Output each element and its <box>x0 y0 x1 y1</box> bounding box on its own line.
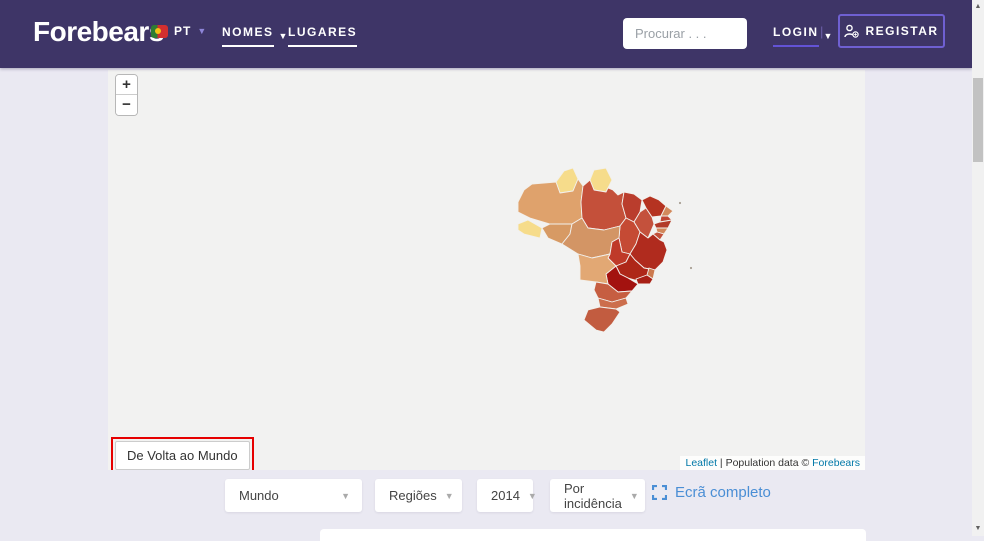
fullscreen-icon <box>652 485 667 500</box>
island-dot-1 <box>689 266 693 270</box>
map-attribution: Leaflet | Population data © Forebears <box>680 456 865 470</box>
dropdown-measure-value: Por incidência <box>564 480 622 511</box>
zoom-out-button[interactable]: − <box>116 95 137 115</box>
dropdown-year-value: 2014 <box>491 488 520 503</box>
chevron-down-icon: ▼ <box>278 30 289 41</box>
login-label: LOGIN <box>773 25 819 47</box>
nav-nomes-label: NOMES <box>222 25 274 47</box>
register-label: REGISTAR <box>865 24 939 38</box>
fullscreen-label: Ecrã completo <box>675 484 771 501</box>
nav-nomes[interactable]: NOMES ▼ <box>222 25 289 47</box>
brazil-choropleth-map[interactable] <box>516 162 706 337</box>
nav-lugares-label: LUGARES <box>288 25 358 47</box>
logo[interactable]: Forebears <box>33 16 164 47</box>
back-to-world-button[interactable]: De Volta ao Mundo <box>115 441 250 470</box>
chevron-down-icon: ▼ <box>341 490 350 501</box>
scrollbar-thumb[interactable] <box>973 78 983 162</box>
fullscreen-link[interactable]: Ecrã completo <box>652 484 771 501</box>
annotation-highlight-box: De Volta ao Mundo <box>111 437 254 470</box>
state-mato-grosso-do-sul[interactable] <box>577 253 617 285</box>
header: Forebears PT ▼ NOMES ▼ LUGARES LOGIN ▼ |… <box>0 0 972 68</box>
language-code: PT <box>174 24 192 38</box>
chevron-down-icon: ▼ <box>527 490 537 501</box>
chevron-down-icon: ▼ <box>444 490 454 501</box>
chevron-down-icon: ▼ <box>823 30 834 41</box>
chevron-down-icon: ▼ <box>629 490 639 501</box>
nav-lugares[interactable]: LUGARES <box>288 25 358 47</box>
page-scrollbar[interactable]: ▲ ▼ <box>972 0 984 536</box>
scrollbar-down-arrow[interactable]: ▼ <box>974 525 982 532</box>
forebears-link[interactable]: Forebears <box>812 457 860 469</box>
person-add-icon <box>844 24 860 38</box>
register-button[interactable]: REGISTAR <box>838 14 945 48</box>
state-acre[interactable] <box>517 219 543 239</box>
island-dot-0 <box>678 201 682 205</box>
state-rio-de-janeiro[interactable] <box>635 274 654 285</box>
scrollbar-up-arrow[interactable]: ▲ <box>974 3 982 10</box>
dropdown-world[interactable]: Mundo ▼ <box>225 479 362 512</box>
search-input[interactable] <box>623 18 747 49</box>
language-selector[interactable]: PT ▼ <box>151 24 206 38</box>
dropdown-regions-value: Regiões <box>389 488 437 503</box>
dropdown-year[interactable]: 2014 ▼ <box>477 479 537 512</box>
content-card-top-edge <box>320 529 866 541</box>
zoom-in-button[interactable]: + <box>116 75 137 95</box>
chevron-down-icon: ▼ <box>197 25 207 36</box>
state-pernambuco[interactable] <box>653 219 673 229</box>
header-separator: | <box>820 24 824 39</box>
dropdown-regions[interactable]: Regiões ▼ <box>375 479 462 512</box>
leaflet-map[interactable]: + − De Volta ao Mundo Leaflet | Populati… <box>108 70 865 470</box>
attribution-text: | Population data © <box>717 457 813 469</box>
map-zoom-control: + − <box>115 74 138 116</box>
login-button[interactable]: LOGIN ▼ <box>773 25 834 47</box>
dropdown-world-value: Mundo <box>239 488 279 503</box>
state-rio-grande-do-sul[interactable] <box>583 306 621 333</box>
portugal-flag-icon <box>151 24 168 38</box>
dropdown-measure[interactable]: Por incidência ▼ <box>550 479 645 512</box>
leaflet-link[interactable]: Leaflet <box>685 457 718 469</box>
